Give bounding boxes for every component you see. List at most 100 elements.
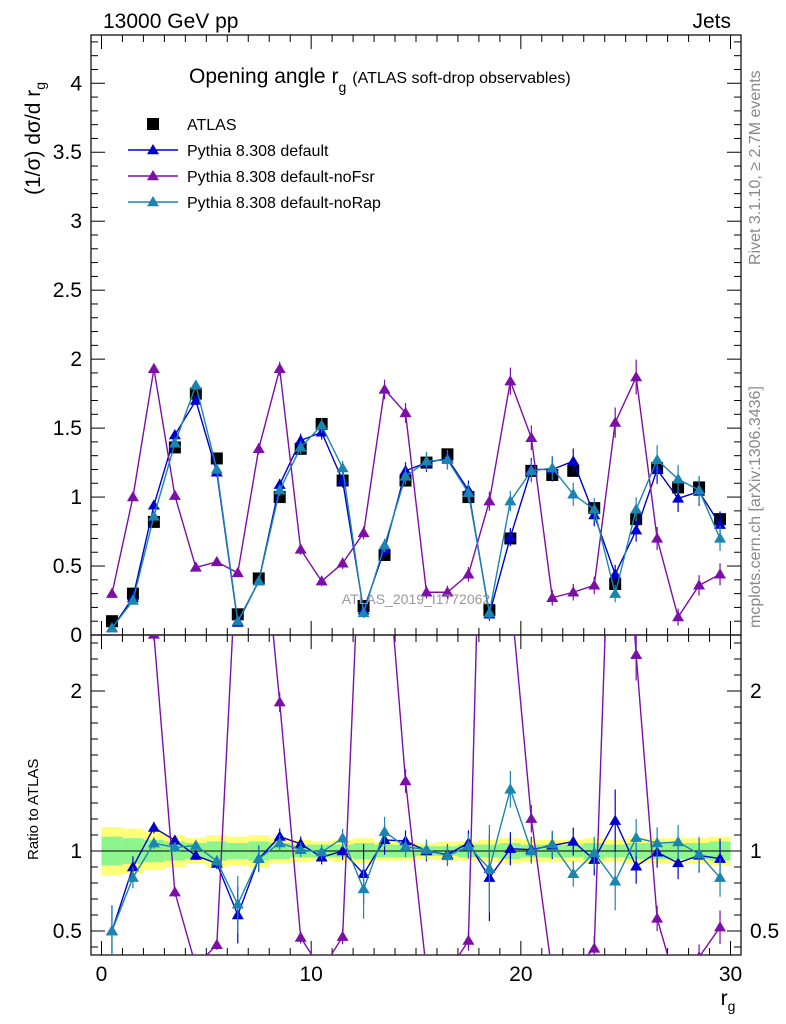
series-point xyxy=(252,442,265,453)
series-point xyxy=(294,434,307,445)
mcplots-reference-label: mcplots.cern.ch [arXiv:1306.3436] xyxy=(747,386,764,628)
ratio-line xyxy=(153,635,721,955)
ratio-point xyxy=(525,812,538,823)
ratio-point xyxy=(190,960,202,970)
series-point xyxy=(609,416,622,427)
series-point xyxy=(651,532,664,543)
ratio-point xyxy=(168,886,181,897)
ratio-point xyxy=(672,836,685,847)
series-main-2 xyxy=(105,359,727,626)
y-tick-label: 0 xyxy=(70,624,82,647)
ratio-point xyxy=(693,847,706,859)
ratio-point xyxy=(189,839,202,850)
series-point xyxy=(315,419,328,430)
ratio-point xyxy=(273,696,286,707)
legend-marker xyxy=(147,170,159,181)
ratio-tick-label-left: 1 xyxy=(70,840,82,863)
ratio-tick-label-left: 2 xyxy=(70,680,82,703)
x-tick-label: 0 xyxy=(96,963,108,986)
rivet-version-label: Rivet 3.1.10, ≥ 2.7M events xyxy=(747,70,764,265)
legend-marker xyxy=(147,118,159,130)
series-point xyxy=(126,491,139,502)
ratio-point xyxy=(567,835,580,846)
x-axis-label: rg xyxy=(721,987,736,1014)
series-point xyxy=(168,489,181,500)
ratio-point xyxy=(252,852,265,864)
chart-title: Opening angle rg (ATLAS soft-drop observa… xyxy=(189,65,571,95)
series-point xyxy=(420,586,433,597)
series-point xyxy=(273,362,286,373)
series-point xyxy=(609,568,622,579)
series-point xyxy=(567,488,580,499)
series-point xyxy=(588,503,601,514)
series-point xyxy=(630,503,643,514)
series-point xyxy=(231,566,244,578)
ratio-point xyxy=(609,339,621,349)
ratio-point xyxy=(651,837,664,848)
ratio-point xyxy=(378,825,391,836)
ratio-point xyxy=(357,883,370,894)
ratio-point xyxy=(106,525,118,535)
header-left-label: 13000 GeV pp xyxy=(103,10,238,33)
ratio-axis-label: Ratio to ATLAS xyxy=(25,759,42,860)
ratio-point xyxy=(294,931,307,942)
legend-entry: Pythia 8.308 default xyxy=(128,143,329,160)
series-point xyxy=(357,606,370,618)
series-point xyxy=(483,606,496,618)
ratio-point xyxy=(420,843,433,854)
ratio-point xyxy=(651,912,664,923)
ratio-point xyxy=(399,840,412,851)
series-point xyxy=(126,594,139,605)
series-point xyxy=(609,587,622,598)
series-point xyxy=(294,543,307,554)
series-point xyxy=(504,495,517,506)
ratio-point xyxy=(588,942,601,953)
ratio-point xyxy=(126,871,139,882)
ratio-point xyxy=(483,143,495,153)
ratio-line xyxy=(111,786,721,932)
ratio-point xyxy=(525,845,538,856)
ratio-panel: 0 10 20 300.5 0.51 12 2 xyxy=(53,143,779,986)
series-point xyxy=(168,437,181,448)
ratio-point xyxy=(714,871,727,882)
series-point xyxy=(714,518,727,529)
series-point xyxy=(630,524,643,535)
series-point xyxy=(441,586,454,597)
series-point xyxy=(273,484,286,495)
ratio-point xyxy=(336,930,349,941)
y-axis-label: (1/σ) dσ/d rg xyxy=(22,82,48,195)
series-point xyxy=(420,455,433,466)
ratio-point xyxy=(189,849,202,860)
series-point xyxy=(441,453,454,465)
series-point xyxy=(147,510,160,521)
series-ratio-2 xyxy=(106,143,727,977)
series-line xyxy=(111,368,721,619)
legend-label: Pythia 8.308 default xyxy=(187,143,329,160)
series-point xyxy=(336,462,349,473)
series-point xyxy=(546,591,559,602)
series-point xyxy=(252,575,265,586)
x-axis-label-subscript: g xyxy=(728,998,736,1014)
ratio-point xyxy=(315,846,328,857)
series-point xyxy=(483,495,496,506)
y-tick-label: 4 xyxy=(70,72,82,95)
legend: ATLAS Pythia 8.308 default Pythia 8.308 de… xyxy=(128,117,381,212)
ratio-point xyxy=(273,837,286,848)
ratio-point xyxy=(126,861,139,872)
y-tick-label: 3 xyxy=(70,210,82,233)
series-ratio-3 xyxy=(105,770,727,955)
y-tick-label: 2.5 xyxy=(53,279,82,302)
series-point xyxy=(504,531,517,542)
ratio-point xyxy=(588,846,601,857)
ratio-tick-label-right: 0.5 xyxy=(750,920,779,943)
series-point xyxy=(672,473,685,484)
series-point xyxy=(588,579,601,590)
x-tick-label: 20 xyxy=(509,963,532,986)
x-tick-label: 10 xyxy=(299,963,322,986)
ratio-point xyxy=(714,921,727,932)
y-tick-label: 0.5 xyxy=(53,555,82,578)
series-point xyxy=(315,575,328,586)
ratio-frame xyxy=(90,634,742,956)
ratio-point xyxy=(483,862,496,873)
ratio-point xyxy=(441,967,453,977)
